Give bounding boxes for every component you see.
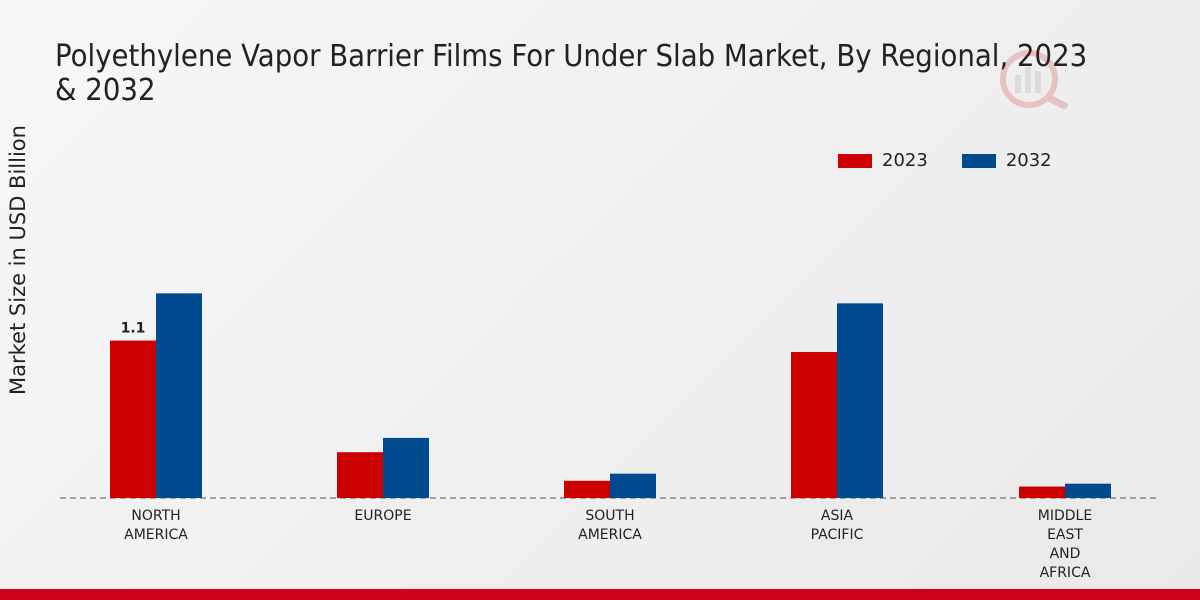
bar-2023-2	[564, 480, 610, 498]
bar-2032-4	[1065, 483, 1111, 498]
legend: 2023 2032	[838, 150, 1086, 171]
bar-2032-2	[610, 473, 656, 498]
legend-item-2023: 2023	[838, 150, 928, 171]
bar-2032-1	[383, 437, 429, 498]
x-tick-label-3: ASIA PACIFIC	[811, 508, 864, 543]
watermark-logo-icon	[1000, 50, 1069, 109]
legend-label-2023: 2023	[882, 150, 928, 171]
legend-swatch-2023	[838, 153, 872, 168]
bar-2023-4	[1019, 486, 1065, 498]
chart-title: Polyethylene Vapor Barrier Films For Und…	[55, 39, 1088, 108]
legend-swatch-2032	[961, 153, 996, 168]
data-label: 1.1	[121, 321, 146, 337]
legend-item-2032: 2032	[961, 150, 1052, 171]
bar-2023-0	[110, 340, 156, 498]
x-tick-label-4: MIDDLE EAST AND AFRICA	[1038, 508, 1092, 581]
x-tick-label-0: NORTH AMERICA	[124, 508, 188, 543]
bar-2023-3	[791, 352, 837, 498]
x-tick-label-2: SOUTH AMERICA	[578, 508, 642, 543]
bar-2023-1	[337, 452, 383, 498]
bar-2032-3	[837, 303, 883, 498]
bottom-accent-bar	[0, 589, 1200, 600]
bar-2032-0	[156, 293, 202, 498]
x-tick-label-1: EUROPE	[354, 508, 411, 524]
legend-label-2032: 2032	[1005, 150, 1052, 171]
